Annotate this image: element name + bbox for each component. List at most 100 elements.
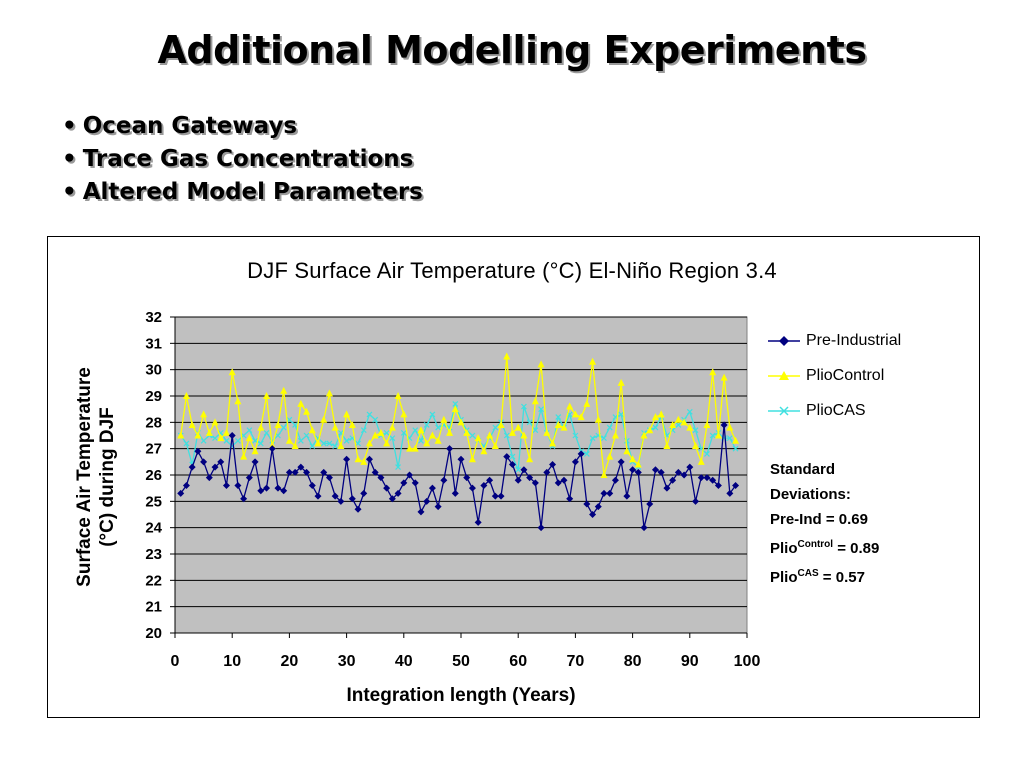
data-point-pliocontrol — [365, 439, 373, 447]
data-point-pliocas — [492, 424, 499, 431]
data-point-pliocas — [623, 437, 630, 444]
data-point-pliocontrol — [377, 428, 385, 436]
data-point-pliocas — [292, 422, 299, 428]
legend-item-pliocas: PlioCAS — [768, 393, 901, 428]
data-point-pliocas — [412, 427, 419, 434]
data-point-pre-industrial — [503, 453, 511, 461]
data-point-pliocontrol — [491, 442, 499, 450]
std-dev-heading-1: Standard — [770, 461, 836, 478]
data-point-pliocontrol — [434, 436, 442, 444]
data-point-pliocas — [652, 424, 659, 431]
slide-title: Additional Modelling Experiments — [157, 28, 867, 72]
data-point-pliocontrol — [411, 444, 419, 452]
std-dev-preind: Pre-Ind = 0.69 — [770, 511, 868, 528]
x-tick-label: 100 — [734, 653, 761, 670]
data-point-pre-industrial — [560, 476, 568, 484]
data-point-pre-industrial — [611, 476, 619, 484]
data-point-pre-industrial — [177, 489, 185, 497]
data-point-pre-industrial — [320, 468, 328, 476]
data-point-pre-industrial — [263, 484, 271, 492]
data-point-pliocontrol — [251, 447, 259, 455]
data-point-pliocas — [400, 429, 407, 436]
data-point-pliocas — [555, 414, 562, 420]
data-point-pliocas — [183, 440, 190, 447]
bullet-text: Ocean Gateways — [82, 113, 298, 139]
data-point-pliocontrol — [531, 397, 539, 405]
data-point-pliocontrol — [194, 431, 202, 439]
data-point-pliocontrol — [245, 434, 253, 442]
data-point-pre-industrial — [400, 479, 408, 487]
data-point-pliocontrol — [348, 420, 356, 428]
bullet-symbol: • — [62, 146, 77, 172]
data-point-pre-industrial — [623, 492, 631, 500]
series-line-pliocontrol — [180, 356, 737, 476]
data-point-pre-industrial — [617, 458, 625, 466]
data-point-pliocontrol — [188, 420, 196, 428]
data-point-pre-industrial — [474, 518, 482, 526]
bullet-item: • Trace Gas Concentrations — [62, 143, 423, 176]
legend-item-pliocontrol: PlioControl — [768, 358, 901, 393]
y-tick-label: 32 — [145, 309, 162, 326]
data-point-pre-industrial — [285, 468, 293, 476]
data-point-pliocas — [303, 432, 310, 439]
x-tick-label: 90 — [681, 653, 699, 670]
data-point-pliocontrol — [680, 418, 688, 426]
data-point-pre-industrial — [423, 497, 431, 505]
bullet-item: • Ocean Gateways — [62, 110, 423, 143]
data-point-pre-industrial — [251, 458, 259, 466]
bullet-symbol: • — [62, 113, 77, 139]
bullet-list: • Ocean Gateways • Trace Gas Concentration… — [62, 110, 423, 209]
data-point-pre-industrial — [457, 455, 465, 463]
series-line-pre-industrial — [180, 424, 737, 528]
data-point-pre-industrial — [360, 489, 368, 497]
data-point-pliocas — [355, 440, 361, 447]
data-point-pliocontrol — [303, 407, 311, 415]
data-point-pre-industrial — [720, 421, 728, 429]
y-tick-label: 30 — [145, 362, 162, 379]
chart-title: DJF Surface Air Temperature (°C) El-Niño… — [247, 258, 777, 283]
data-point-pre-industrial — [337, 497, 345, 505]
data-point-pliocontrol — [406, 444, 414, 452]
data-point-pre-industrial — [566, 495, 574, 503]
data-point-pliocontrol — [646, 426, 654, 434]
data-point-pliocas — [389, 435, 396, 442]
data-point-pliocontrol — [177, 431, 185, 439]
data-point-pre-industrial — [692, 497, 700, 505]
data-point-pre-industrial — [257, 487, 265, 495]
data-point-pliocas — [297, 437, 304, 444]
data-point-pliocontrol — [331, 423, 339, 431]
data-point-pliocas — [526, 419, 533, 426]
x-tick-label: 30 — [338, 653, 356, 670]
data-point-pliocontrol — [726, 423, 734, 431]
data-point-pre-industrial — [657, 468, 665, 476]
data-point-pre-industrial — [508, 460, 516, 468]
data-point-pre-industrial — [514, 476, 522, 484]
data-point-pre-industrial — [291, 468, 299, 476]
data-point-pliocontrol — [280, 386, 288, 394]
diamond-marker-icon — [768, 335, 800, 346]
data-point-pliocas — [589, 435, 596, 442]
data-point-pliocontrol — [571, 410, 579, 418]
data-point-pre-industrial — [377, 474, 385, 482]
data-point-pliocontrol — [669, 420, 677, 428]
data-point-pliocontrol — [583, 399, 591, 407]
y-tick-label: 27 — [145, 441, 162, 458]
data-point-pliocas — [509, 453, 516, 460]
data-point-pre-industrial — [194, 447, 202, 455]
data-point-pre-industrial — [365, 455, 373, 463]
data-point-pre-industrial — [217, 458, 225, 466]
data-point-pre-industrial — [200, 458, 208, 466]
data-point-pliocas — [520, 403, 527, 410]
data-point-pliocontrol — [274, 420, 282, 428]
data-point-pliocontrol — [394, 392, 402, 399]
data-point-pliocontrol — [560, 423, 568, 431]
data-point-pre-industrial — [234, 482, 242, 490]
x-axis-title: Integration length (Years) — [346, 685, 576, 706]
data-point-pliocontrol — [360, 457, 368, 465]
data-point-pre-industrial — [274, 484, 282, 492]
data-point-pliocontrol — [697, 457, 705, 465]
data-point-pliocas — [332, 443, 339, 449]
y-axis-title: Surface Air Temperature (°C) during DJF — [73, 277, 119, 677]
data-point-pre-industrial — [348, 495, 356, 503]
